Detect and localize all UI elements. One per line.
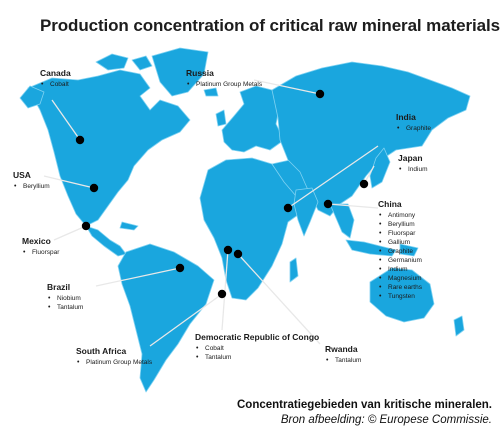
label-canada-mineral: Cobalt xyxy=(40,80,71,89)
label-rwanda: Rwanda Tantalum xyxy=(325,344,361,365)
label-canada-name: Canada xyxy=(40,68,71,78)
label-china-mineral: Indium xyxy=(378,265,422,274)
map-title: Production concentration of critical raw… xyxy=(40,16,500,35)
label-china-mineral: Fluorspar xyxy=(378,229,422,238)
label-india-mineral: Graphite xyxy=(396,124,431,133)
label-drc-name: Democratic Republic of Congo xyxy=(195,332,320,342)
figure-caption: Concentratiegebieden van kritische miner… xyxy=(237,398,492,428)
label-brazil-mineral: Tantalum xyxy=(47,303,83,312)
label-russia: Russia Platinum Group Metals xyxy=(186,68,262,89)
label-russia-name: Russia xyxy=(186,68,214,78)
label-usa: USA Beryllium xyxy=(13,170,50,191)
caption-source: Bron afbeelding: © Europese Commissie. xyxy=(280,414,492,426)
label-china: China Antimony Beryllium Fluorspar Galli… xyxy=(378,199,422,301)
label-china-mineral: Tungsten xyxy=(378,292,422,301)
marker-brazil xyxy=(175,263,185,273)
marker-south-africa xyxy=(217,289,227,299)
marker-china xyxy=(323,199,333,209)
label-mexico: Mexico Fluorspar xyxy=(22,236,59,257)
label-china-mineral: Rare earths xyxy=(378,283,422,292)
leader-line-mexico xyxy=(53,225,87,241)
land-arctic-islands-2 xyxy=(131,55,153,71)
leader-line-drc xyxy=(221,249,229,331)
label-russia-mineral: Platinum Group Metals xyxy=(186,80,262,89)
marker-japan xyxy=(359,179,369,189)
label-japan: Japan Indium xyxy=(398,153,428,174)
marker-usa xyxy=(89,183,99,193)
label-canada: Canada Cobalt xyxy=(40,68,71,89)
leader-line-china xyxy=(327,203,379,209)
caption-description: Concentratiegebieden van kritische miner… xyxy=(237,399,492,411)
marker-india xyxy=(283,203,293,213)
land-madagascar xyxy=(289,257,299,283)
leader-line-brazil xyxy=(95,267,181,287)
label-drc-mineral: Cobalt xyxy=(195,344,319,353)
land-alaska xyxy=(19,85,45,109)
label-china-mineral: Gallium xyxy=(378,238,422,247)
label-rwanda-mineral: Tantalum xyxy=(325,356,361,365)
land-south-america xyxy=(117,243,215,393)
land-new-zealand xyxy=(453,315,465,337)
leader-lines xyxy=(43,79,379,347)
label-drc: Democratic Republic of Congo Cobalt Tant… xyxy=(195,332,319,362)
leader-line-south-africa xyxy=(149,293,223,347)
marker-mexico xyxy=(81,221,91,231)
label-brazil-mineral: Niobium xyxy=(47,294,83,303)
label-china-mineral: Magnesium xyxy=(378,274,422,283)
marker-canada xyxy=(75,135,85,145)
markers xyxy=(75,89,369,299)
land-north-america xyxy=(27,69,191,227)
label-brazil: Brazil Niobium Tantalum xyxy=(47,282,83,312)
land-central-america xyxy=(85,225,127,257)
marker-russia xyxy=(315,89,325,99)
leader-line-india xyxy=(287,145,379,209)
leader-line-canada xyxy=(51,99,81,141)
land-uk xyxy=(215,109,227,127)
leader-line-rwanda xyxy=(237,253,321,345)
land-iceland xyxy=(203,87,219,97)
label-china-mineral: Graphite xyxy=(378,247,422,256)
label-china-mineral: Beryllium xyxy=(378,220,422,229)
label-japan-name: Japan xyxy=(398,153,423,163)
marker-rwanda xyxy=(233,249,243,259)
label-china-mineral-list: Antimony Beryllium Fluorspar Gallium Gra… xyxy=(378,211,422,301)
leader-line-russia xyxy=(253,79,321,95)
label-japan-mineral: Indium xyxy=(398,165,428,174)
label-rwanda-name: Rwanda xyxy=(325,344,358,354)
landmasses xyxy=(19,47,471,393)
label-china-mineral: Antimony xyxy=(378,211,422,220)
land-caribbean xyxy=(119,221,139,231)
label-usa-name: USA xyxy=(13,170,31,180)
label-drc-mineral: Tantalum xyxy=(195,353,319,362)
label-india-name: India xyxy=(396,112,416,122)
label-china-mineral: Germanium xyxy=(378,256,422,265)
label-brazil-name: Brazil xyxy=(47,282,71,292)
label-china-name: China xyxy=(378,199,402,209)
land-asia xyxy=(271,61,471,217)
label-usa-mineral: Beryllium xyxy=(13,182,50,191)
label-south-africa-mineral: Platinum Group Metals xyxy=(76,358,152,367)
label-mexico-name: Mexico xyxy=(22,236,51,246)
land-europe xyxy=(221,85,285,153)
land-arctic-islands xyxy=(95,53,129,71)
land-japan xyxy=(369,147,391,189)
marker-drc xyxy=(223,245,233,255)
label-india: India Graphite xyxy=(396,112,431,133)
leader-line-usa xyxy=(43,175,95,189)
label-south-africa: South Africa Platinum Group Metals xyxy=(76,346,152,367)
label-south-africa-name: South Africa xyxy=(76,346,127,356)
land-southeast-asia xyxy=(329,203,355,239)
label-mexico-mineral: Fluorspar xyxy=(22,248,59,257)
